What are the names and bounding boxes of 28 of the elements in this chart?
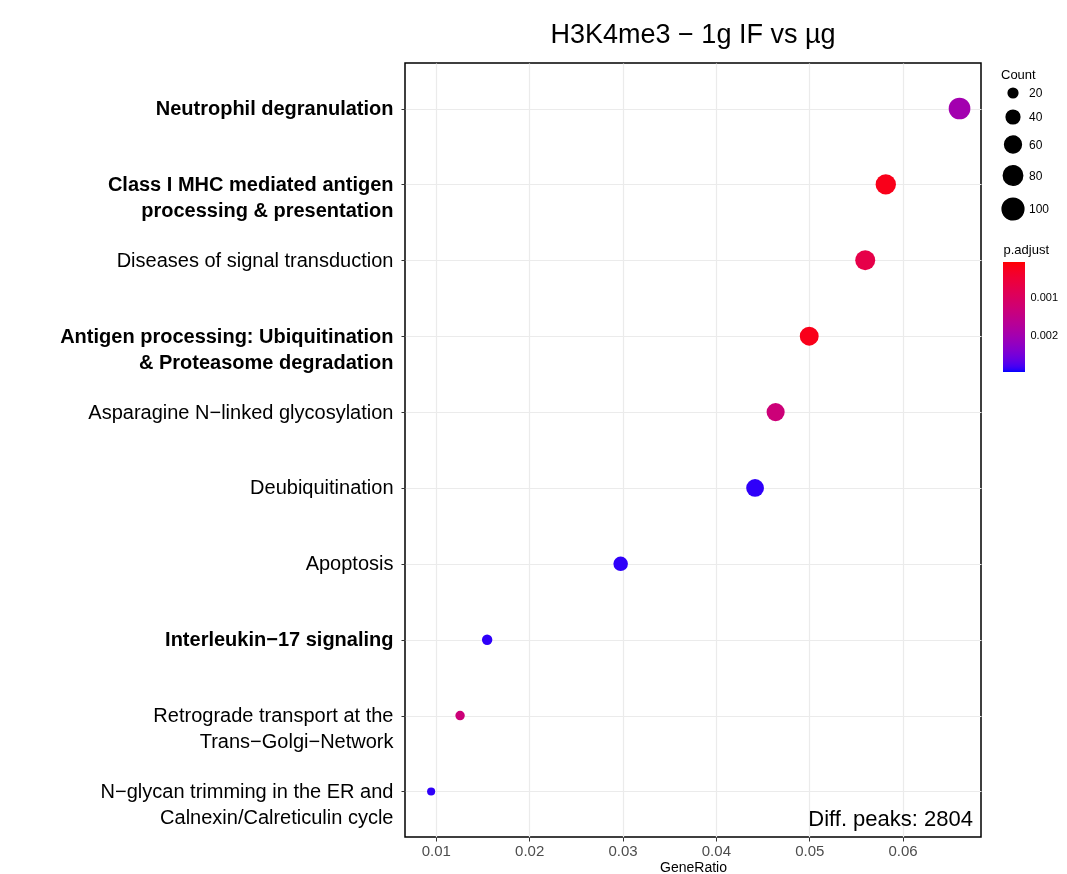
x-tick-label: 0.02: [515, 841, 545, 859]
x-tick-label: 0.03: [608, 841, 638, 859]
y-tick-label: Retrograde transport at the Trans−Golgi−Network: [153, 704, 395, 753]
y-tick-label: Diseases of signal transduction: [116, 248, 394, 271]
chart-title: H3K4me3 − 1g IF vs µg: [550, 19, 836, 49]
y-tick-label: Neutrophil degranulation: [155, 97, 394, 120]
x-tick-label: 0.04: [701, 841, 731, 859]
legend-label: 100: [1029, 202, 1050, 216]
y-tick-label: Apoptosis: [305, 552, 394, 575]
legend-label: 80: [1029, 168, 1043, 183]
y-tick-label: Interleukin−17 signaling: [165, 628, 394, 651]
color-bar-label: 0.001: [1030, 291, 1059, 304]
y-tick-label: N−glycan trimming in the ER and Calnexin/Calreticulin cycle: [100, 779, 394, 828]
color-bar-title: p.adjust: [1003, 241, 1050, 257]
y-tick-label: Antigen processing: Ubiquitination & Proteasome degradation: [60, 324, 394, 373]
x-tick-label: 0.01: [421, 841, 451, 859]
legend-label: 20: [1029, 86, 1043, 100]
legend-title: Count: [1001, 67, 1037, 82]
legend-label: 60: [1029, 137, 1043, 152]
x-axis-title: GeneRatio: [660, 858, 728, 874]
x-tick-label: 0.06: [888, 841, 918, 859]
x-tick-label: 0.05: [795, 841, 825, 859]
y-tick-label: Deubiquitination: [250, 476, 394, 499]
y-tick-label: Asparagine N−linked glycosylation: [88, 400, 394, 423]
legend-label: 40: [1029, 110, 1043, 124]
color-bar-label: 0.002: [1030, 328, 1059, 341]
y-tick-label: Class I MHC mediated antigen processing & presentation: [107, 172, 394, 221]
annotation: Diff. peaks: 2804: [808, 806, 973, 831]
